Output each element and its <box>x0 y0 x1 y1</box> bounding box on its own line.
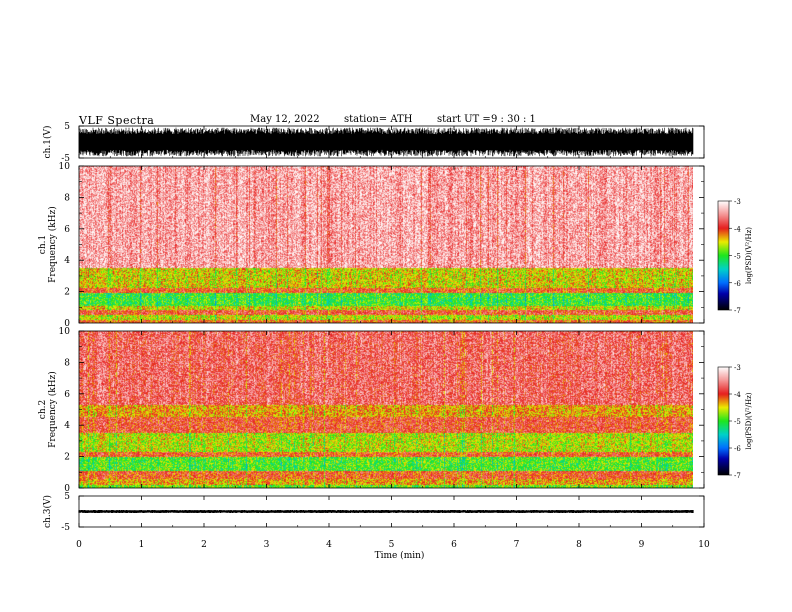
station-label: station= ATH <box>344 114 413 125</box>
y-axis-label: Frequency (kHz) <box>47 371 58 448</box>
x-tick-label: 5 <box>389 540 395 550</box>
y-tick-label: 10 <box>59 327 71 337</box>
colorbar-tick-label: -7 <box>734 472 741 480</box>
colorbar-tick-label: -5 <box>734 253 741 261</box>
y-axis-label: Frequency (kHz) <box>47 206 58 283</box>
y-axis-label: ch.2 <box>38 400 48 419</box>
colorbar-tick-label: -5 <box>734 418 741 426</box>
y-tick-label: -5 <box>61 154 70 164</box>
y-tick-label: 10 <box>59 162 71 172</box>
colorbar-tick-label: -6 <box>734 445 741 453</box>
colorbar-tick-label: -3 <box>734 198 741 206</box>
y-tick-label: 4 <box>64 256 70 266</box>
ch1-waveform-trace <box>78 127 694 157</box>
colorbar-2 <box>718 367 729 475</box>
x-tick-label: 1 <box>139 540 145 550</box>
x-tick-label: 4 <box>326 540 332 550</box>
y-axis-label: ch.1(V) <box>42 126 53 159</box>
x-tick-label: 7 <box>514 540 520 550</box>
y-tick-label: 2 <box>64 288 70 298</box>
x-tick-label: 2 <box>201 540 207 550</box>
y-axis-label: ch.3(V) <box>42 495 53 528</box>
x-tick-label: 9 <box>639 540 645 550</box>
y-tick-label: 6 <box>64 390 70 400</box>
y-tick-label: 8 <box>64 358 70 368</box>
y-tick-label: 8 <box>64 193 70 203</box>
colorbar-tick-label: -3 <box>734 364 741 372</box>
colorbar-tick-label: -4 <box>734 391 741 399</box>
colorbar-tick-label: -7 <box>734 307 741 315</box>
start-time-value: 9 : 30 : 1 <box>491 114 536 125</box>
colorbar-1 <box>718 201 729 310</box>
y-tick-label: 4 <box>64 421 70 431</box>
y-tick-label: 0 <box>64 484 70 494</box>
x-tick-label: 0 <box>76 540 82 550</box>
x-tick-label: 6 <box>451 540 457 550</box>
ch2-spectrogram-image <box>79 331 693 488</box>
colorbar-tick-label: -6 <box>734 280 741 288</box>
colorbar-tick-label: -4 <box>734 225 741 233</box>
x-axis-label: Time (min) <box>375 550 425 561</box>
figure-title: VLF Spectra <box>79 114 155 127</box>
date-label: May 12, 2022 <box>250 114 320 125</box>
x-tick-label: 10 <box>698 540 710 550</box>
ch3-waveform-trace <box>78 510 694 513</box>
y-tick-label: 6 <box>64 225 70 235</box>
x-tick-label: 8 <box>576 540 582 550</box>
colorbar-label: log(PSD)(V²/Hz) <box>745 227 753 284</box>
y-tick-label: 5 <box>64 492 70 502</box>
y-tick-label: 0 <box>64 319 70 329</box>
y-tick-label: -5 <box>61 523 70 533</box>
x-tick-label: 3 <box>264 540 270 550</box>
start-ut-label: start UT = <box>437 114 491 125</box>
ch1-spectrogram-image <box>79 166 693 323</box>
y-tick-label: 2 <box>64 453 70 463</box>
colorbar-label: log(PSD)(V²/Hz) <box>745 392 753 449</box>
y-axis-label: ch.1 <box>38 235 48 254</box>
y-tick-label: 5 <box>64 122 70 132</box>
